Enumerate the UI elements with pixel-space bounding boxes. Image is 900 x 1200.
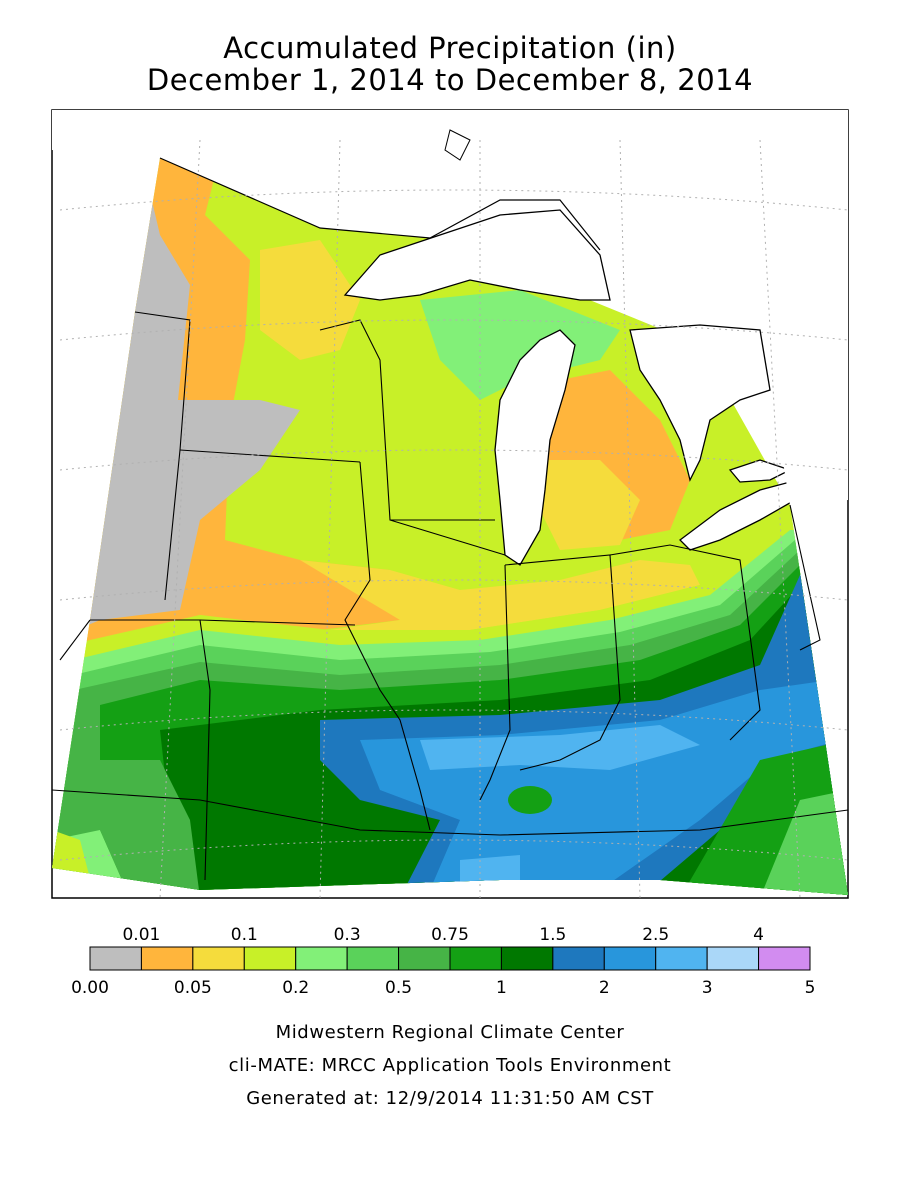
band-0.1-mi xyxy=(540,460,640,550)
lake-michigan xyxy=(494,329,576,566)
legend-label: 0.1 xyxy=(231,925,258,945)
legend-swatch xyxy=(449,946,502,971)
legend-lower-labels: 0.00 0.05 0.2 0.5 1 2 3 5 xyxy=(71,978,815,998)
canada-border xyxy=(159,157,601,251)
legend-label: 0.01 xyxy=(122,925,160,945)
legend-label: 0.3 xyxy=(334,925,361,945)
legend-swatch xyxy=(706,946,760,971)
legend-swatch xyxy=(192,946,245,971)
legend-swatch xyxy=(655,946,708,971)
legend-label: 3 xyxy=(702,978,713,998)
legend-label: 4 xyxy=(753,925,764,945)
legend-swatch xyxy=(398,946,451,971)
band-0.2-up xyxy=(420,290,620,400)
legend-label: 0.00 xyxy=(71,978,109,998)
isle-royale xyxy=(444,129,471,161)
legend-label: 2.5 xyxy=(642,925,669,945)
legend-swatch xyxy=(140,946,194,971)
legend-swatch xyxy=(243,946,297,971)
lat-lon-grid xyxy=(59,139,849,899)
legend-label: 0.05 xyxy=(174,978,212,998)
band-3 xyxy=(420,725,700,770)
legend-label: 5 xyxy=(805,978,816,998)
great-lakes xyxy=(343,209,796,566)
legend-upper-labels: 0.01 0.1 0.3 0.75 1.5 2.5 4 xyxy=(122,925,763,945)
credit-generated: Generated at: 12/9/2014 11:31:50 AM CST xyxy=(246,1088,654,1109)
band-0.1-wi-north xyxy=(260,240,360,360)
band-0.1-wi xyxy=(300,560,700,640)
legend-label: 1 xyxy=(496,978,507,998)
band-1.5-spot xyxy=(508,786,552,814)
legend-label: 0.2 xyxy=(282,978,309,998)
legend-label: 0.5 xyxy=(385,978,412,998)
legend-swatch xyxy=(89,946,142,971)
legend-label: 2 xyxy=(599,978,610,998)
credit-organization: Midwestern Regional Climate Center xyxy=(275,1022,625,1043)
lake-huron xyxy=(629,324,771,482)
lake-superior xyxy=(343,209,611,301)
legend-swatch xyxy=(346,946,400,971)
legend-swatch xyxy=(603,946,657,971)
lake-ontario xyxy=(728,459,792,483)
map-date-range: December 1, 2014 to December 8, 2014 xyxy=(146,63,754,97)
legend-color-bar xyxy=(89,946,811,971)
legend-label: 1.5 xyxy=(539,925,566,945)
credit-tool: cli-MATE: MRCC Application Tools Environ… xyxy=(228,1055,672,1076)
legend-swatch xyxy=(295,946,348,971)
band-0.5-se xyxy=(760,790,848,895)
legend-swatch xyxy=(500,946,554,971)
state-borders xyxy=(51,311,849,881)
legend-swatch xyxy=(758,946,811,971)
map-title: Accumulated Precipitation (in) xyxy=(223,31,677,65)
canada-area xyxy=(52,110,848,505)
band-1-sw xyxy=(52,760,200,895)
legend-swatch xyxy=(552,946,605,971)
legend-label: 0.75 xyxy=(431,925,469,945)
